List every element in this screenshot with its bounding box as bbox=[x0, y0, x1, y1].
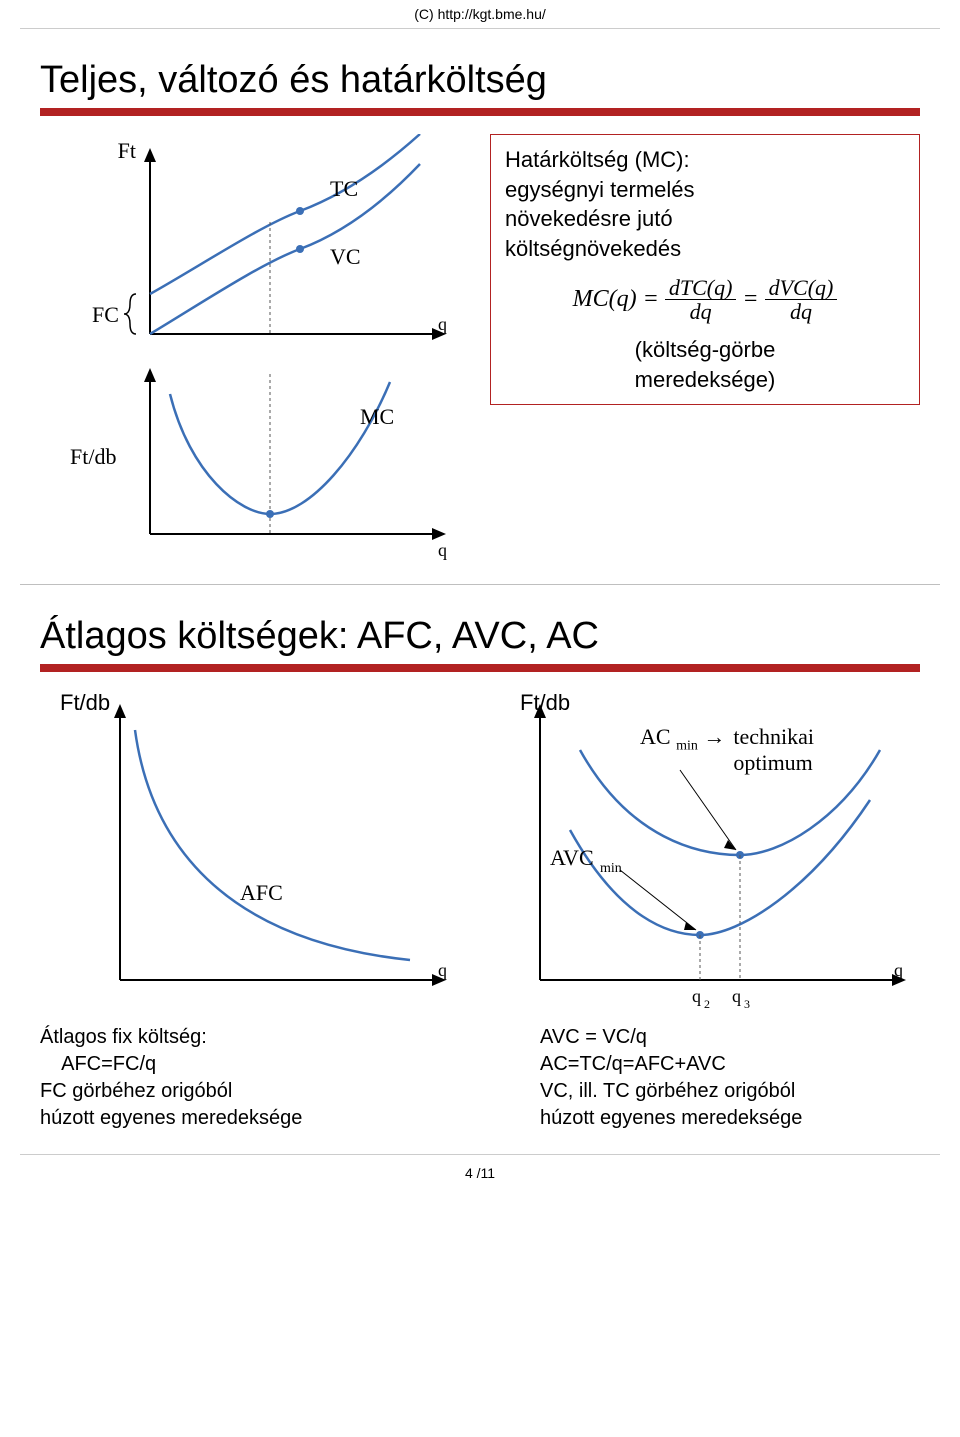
svg-text:2: 2 bbox=[704, 997, 710, 1011]
cl1: Átlagos fix költség: bbox=[40, 1024, 480, 1051]
afc-curve bbox=[135, 730, 410, 960]
tc-vc-chart: Ft FC TC VC q bbox=[40, 134, 480, 364]
svg-text:q: q bbox=[692, 986, 701, 1006]
ac-arrow: → bbox=[703, 724, 725, 749]
cr1: AVC = VC/q bbox=[540, 1024, 920, 1051]
vc-curve bbox=[150, 164, 420, 334]
info-l2: egységnyi termelés bbox=[505, 175, 905, 205]
ftdb-label: Ft/db bbox=[70, 444, 116, 469]
q-label-top: q bbox=[438, 314, 447, 334]
f-num1: dTC(q) bbox=[665, 276, 737, 300]
slide2-title: Átlagos költségek: AFC, AVC, AC bbox=[40, 615, 920, 658]
svg-text:3: 3 bbox=[744, 997, 750, 1011]
cr2: AC=TC/q=AFC+AVC bbox=[540, 1051, 920, 1078]
cl3: FC görbéhez origóból bbox=[40, 1078, 480, 1105]
footer-text: 4 /11 bbox=[465, 1165, 495, 1181]
cl2: AFC=FC/q bbox=[40, 1051, 480, 1078]
mc-info-box: Határköltség (MC): egységnyi termelés nö… bbox=[490, 134, 920, 405]
info-l1: Határköltség (MC): bbox=[505, 145, 905, 175]
caption-left: Átlagos fix költség: AFC=FC/q FC görbéhe… bbox=[40, 1024, 480, 1132]
ftdb-right: Ft/db bbox=[520, 690, 570, 716]
slide-2: Átlagos költségek: AFC, AVC, AC Ft/db AF… bbox=[0, 585, 960, 1152]
opt1: technikai bbox=[733, 724, 814, 750]
ftdb-left: Ft/db bbox=[60, 690, 110, 716]
ac-lbl: AC bbox=[640, 724, 671, 749]
q-label-bottom: q bbox=[438, 540, 447, 560]
mc-curve bbox=[170, 382, 390, 514]
tc-curve bbox=[150, 134, 420, 294]
info-l6: meredeksége) bbox=[505, 365, 905, 395]
ac-avc-chart: Ft/db AC min → technikai optimum bbox=[480, 690, 920, 1020]
afc-chart: Ft/db AFC q bbox=[40, 690, 480, 1020]
info-l4: költségnövekedés bbox=[505, 234, 905, 264]
f-eq1: = bbox=[643, 283, 659, 315]
header-text: (C) http://kgt.bme.hu/ bbox=[414, 6, 546, 22]
cr3: VC, ill. TC görbéhez origóból bbox=[540, 1078, 920, 1105]
f-lhs: MC(q) bbox=[573, 283, 637, 315]
avcmin-text: AVC bbox=[550, 845, 594, 870]
f-num2: dVC(q) bbox=[765, 276, 838, 300]
mc-chart: Ft/db MC q bbox=[40, 364, 480, 564]
opt2: optimum bbox=[733, 750, 814, 776]
mc-formula: MC(q) = dTC(q) dq = dVC(q) dq bbox=[505, 276, 905, 323]
mc-text: MC bbox=[360, 404, 394, 429]
cl4: húzott egyenes meredeksége bbox=[40, 1105, 480, 1132]
slide1-title: Teljes, változó és határköltség bbox=[40, 59, 920, 102]
tc-text: TC bbox=[330, 176, 358, 201]
q-left: q bbox=[438, 960, 447, 980]
cr4: húzott egyenes meredeksége bbox=[540, 1105, 920, 1132]
f-den2: dq bbox=[786, 300, 816, 323]
afc-text: AFC bbox=[240, 880, 283, 905]
acmin-annot: AC min → technikai optimum bbox=[640, 724, 814, 776]
slide-1: Teljes, változó és határköltség Ft FC bbox=[0, 29, 960, 584]
ft-label: Ft bbox=[118, 138, 136, 163]
page-footer: 4 /11 bbox=[0, 1155, 960, 1191]
svg-text:q: q bbox=[894, 960, 903, 980]
ac-sub: min bbox=[676, 738, 698, 753]
f-eq2: = bbox=[742, 283, 758, 315]
avcmin-sub: min bbox=[600, 861, 622, 876]
f-den1: dq bbox=[686, 300, 716, 323]
page-header: (C) http://kgt.bme.hu/ bbox=[0, 0, 960, 26]
info-l3: növekedésre jutó bbox=[505, 204, 905, 234]
slide1-red-bar bbox=[40, 108, 920, 116]
svg-text:q: q bbox=[732, 986, 741, 1006]
vc-text: VC bbox=[330, 244, 361, 269]
fc-label: FC bbox=[92, 302, 119, 327]
slide2-red-bar bbox=[40, 664, 920, 672]
caption-right: AVC = VC/q AC=TC/q=AFC+AVC VC, ill. TC g… bbox=[480, 1024, 920, 1132]
info-l5: (költség-görbe bbox=[505, 335, 905, 365]
